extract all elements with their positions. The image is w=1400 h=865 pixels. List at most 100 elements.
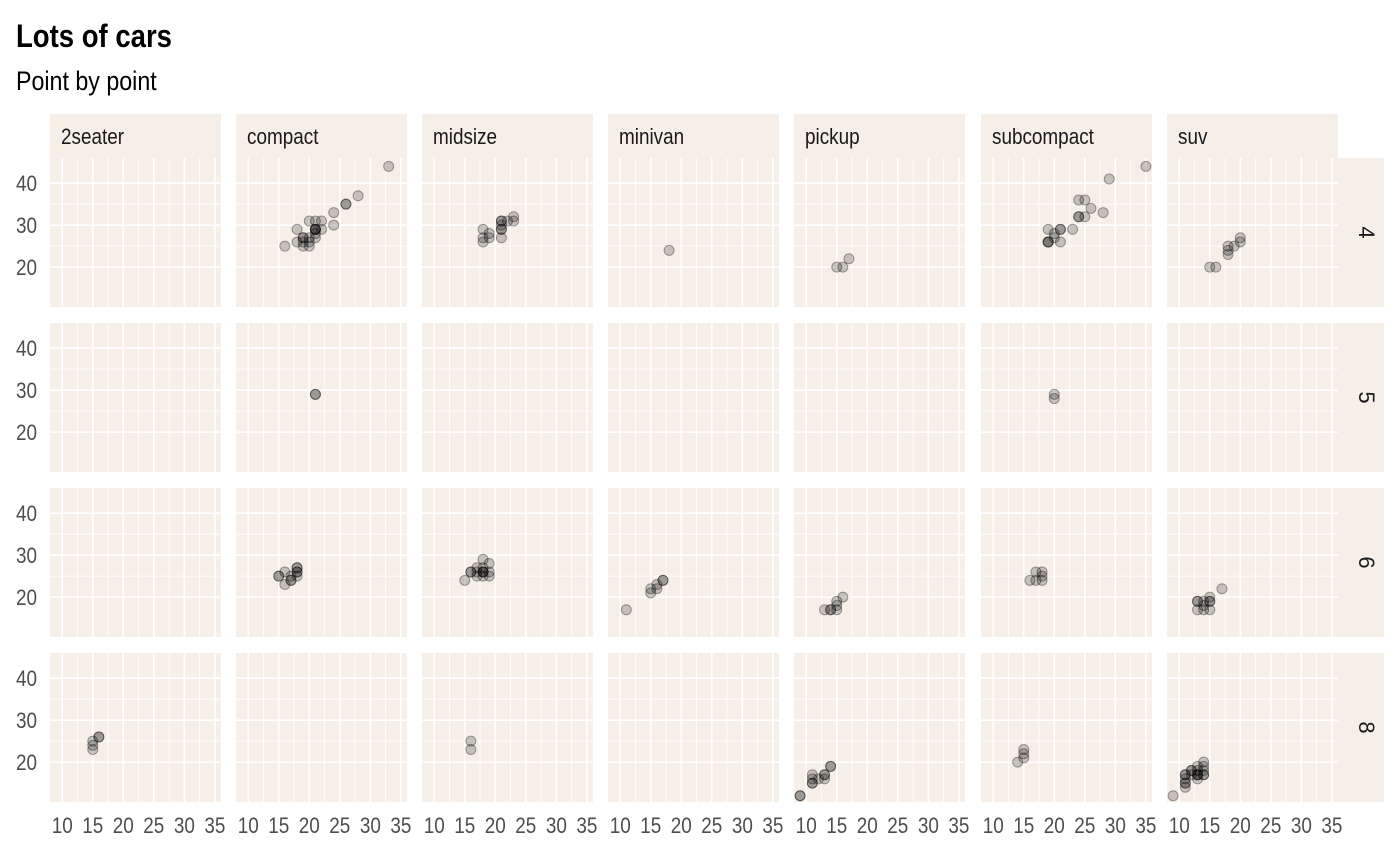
panel-midsize-6	[422, 488, 593, 637]
x-tick-label: 25	[143, 814, 164, 839]
panel-pickup-6	[794, 488, 965, 637]
data-point	[340, 198, 352, 210]
data-point	[459, 574, 471, 586]
data-point	[1054, 223, 1066, 235]
y-tick-label: 30	[16, 544, 37, 569]
data-point	[477, 562, 489, 574]
data-point	[1234, 236, 1246, 248]
data-point	[1073, 211, 1085, 223]
data-point	[1192, 773, 1204, 785]
data-point	[1085, 202, 1097, 214]
data-point	[1192, 760, 1204, 772]
data-point	[1198, 600, 1210, 612]
x-tick-label: 30	[1291, 814, 1312, 839]
data-point	[309, 223, 321, 235]
data-point	[825, 760, 837, 772]
data-point	[328, 207, 340, 219]
x-tick-label: 20	[485, 814, 506, 839]
x-tick-label: 15	[1013, 814, 1034, 839]
data-point	[477, 570, 489, 582]
data-point	[843, 253, 855, 265]
data-point	[806, 773, 818, 785]
data-point	[279, 579, 291, 591]
panel-suv-4	[1167, 158, 1338, 307]
data-point	[508, 211, 520, 223]
data-point	[1012, 756, 1024, 768]
panel-minivan-8	[608, 653, 779, 802]
data-point	[620, 604, 632, 616]
data-point	[471, 570, 483, 582]
data-point	[1204, 595, 1216, 607]
data-point	[1192, 595, 1204, 607]
panel-midsize-4	[422, 158, 593, 307]
data-point	[483, 566, 495, 578]
data-point	[465, 566, 477, 578]
x-tick-label: 30	[732, 814, 753, 839]
data-point	[1067, 223, 1079, 235]
x-tick-label: 20	[857, 814, 878, 839]
x-tick-label: 30	[360, 814, 381, 839]
data-point	[1228, 240, 1240, 252]
x-tick-label: 25	[1074, 814, 1095, 839]
x-tick-label: 25	[329, 814, 350, 839]
data-point	[1204, 604, 1216, 616]
x-tick-label: 30	[1105, 814, 1126, 839]
data-point	[819, 769, 831, 781]
data-point	[1073, 211, 1085, 223]
data-point	[825, 604, 837, 616]
x-tick-label: 15	[268, 814, 289, 839]
x-tick-label: 35	[204, 814, 225, 839]
data-point	[1036, 570, 1048, 582]
data-point	[794, 790, 806, 802]
x-tick-label: 35	[576, 814, 597, 839]
facet-row-label: 5	[1354, 391, 1379, 403]
data-point	[1054, 223, 1066, 235]
data-point	[93, 731, 105, 743]
x-tick-label: 30	[918, 814, 939, 839]
data-point	[477, 223, 489, 235]
data-point	[1048, 393, 1060, 405]
data-point	[1210, 261, 1222, 273]
facet-strip-row-8	[1338, 653, 1384, 802]
data-point	[819, 769, 831, 781]
data-point	[495, 219, 507, 231]
x-tick-label: 20	[1044, 814, 1065, 839]
x-tick-label: 10	[52, 814, 73, 839]
data-point	[1030, 574, 1042, 586]
data-point	[495, 223, 507, 235]
panel-midsize-8	[422, 653, 593, 802]
data-point	[471, 562, 483, 574]
data-point	[477, 553, 489, 565]
data-point	[303, 240, 315, 252]
data-point	[825, 760, 837, 772]
panel-pickup-4	[794, 158, 965, 307]
data-point	[477, 566, 489, 578]
data-point	[93, 731, 105, 743]
data-point	[483, 570, 495, 582]
chart-subtitle: Point by point	[16, 66, 157, 96]
panel-2seater-8	[50, 653, 221, 802]
data-point	[465, 744, 477, 756]
data-point	[309, 223, 321, 235]
data-point	[352, 190, 364, 202]
x-tick-label: 30	[546, 814, 567, 839]
panel-2seater-4	[50, 158, 221, 307]
panel-minivan-4	[608, 158, 779, 307]
data-point	[309, 223, 321, 235]
data-point	[303, 215, 315, 227]
panel-subcompact-8	[981, 653, 1152, 802]
x-tick-label: 25	[515, 814, 536, 839]
data-point	[1192, 769, 1204, 781]
facet-strip-minivan	[608, 114, 779, 158]
data-point	[291, 236, 303, 248]
data-point	[495, 232, 507, 244]
data-point	[340, 198, 352, 210]
data-point	[1030, 566, 1042, 578]
data-point	[806, 777, 818, 789]
y-tick-label: 20	[16, 586, 37, 611]
facet-col-label: minivan	[619, 125, 684, 150]
data-point	[495, 223, 507, 235]
data-point	[651, 583, 663, 595]
y-tick-label: 40	[16, 172, 37, 197]
panel-compact-8	[236, 653, 407, 802]
